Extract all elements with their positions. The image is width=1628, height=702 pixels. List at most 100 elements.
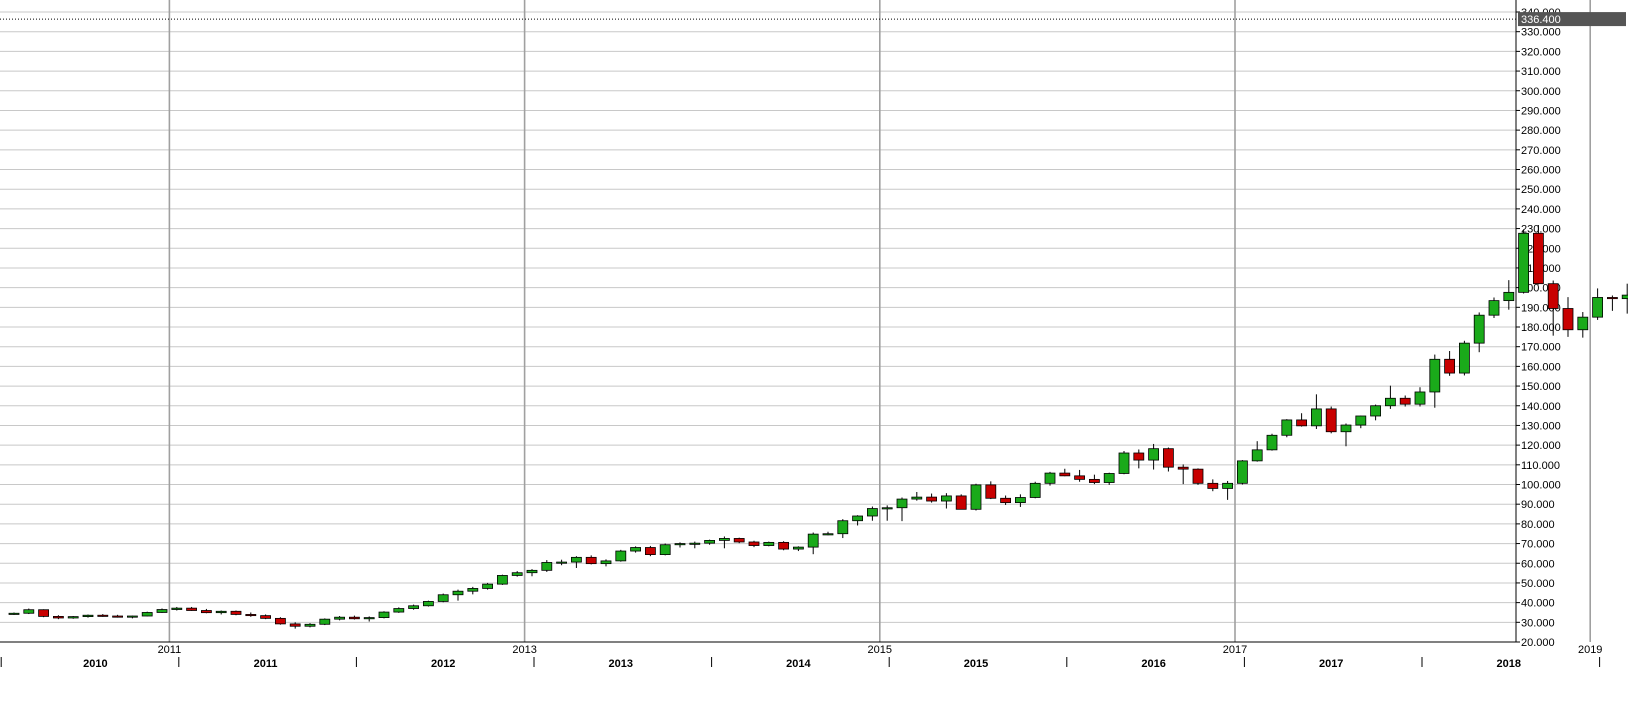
candle-body <box>171 607 183 610</box>
candle <box>230 610 242 616</box>
candle <box>274 617 286 625</box>
candle <box>127 615 138 619</box>
candle <box>1444 351 1455 376</box>
candle-body <box>127 615 138 618</box>
candle-body <box>393 608 405 613</box>
candle-body <box>156 609 168 613</box>
candle <box>822 531 834 536</box>
candle <box>363 616 375 622</box>
candle <box>807 532 819 555</box>
candle-body <box>1399 397 1411 405</box>
candle <box>571 556 582 568</box>
candle-body <box>881 507 893 510</box>
candle <box>437 593 449 603</box>
candle <box>1133 449 1145 469</box>
candle <box>289 622 301 629</box>
candle-body <box>334 616 346 620</box>
candle <box>1044 471 1056 486</box>
candle-body <box>1385 397 1396 407</box>
candle <box>53 615 64 620</box>
horizontal-gridlines <box>0 11 1516 643</box>
candle-body <box>97 614 109 617</box>
candle <box>8 612 20 615</box>
x-bold-year-label: 2017 <box>1319 658 1343 670</box>
candle-body <box>348 616 360 620</box>
x-bold-year-label: 2015 <box>964 658 988 670</box>
x-bold-year-label: 2010 <box>83 658 107 670</box>
candle-body <box>615 550 627 562</box>
candle-body <box>985 484 997 499</box>
candle-body <box>53 616 64 619</box>
candle-body <box>1192 468 1204 484</box>
candle <box>1177 464 1189 485</box>
candle-body <box>556 561 567 564</box>
candle-body <box>1237 460 1248 484</box>
candle <box>1118 451 1130 475</box>
candle <box>1414 387 1426 407</box>
candle-body <box>1518 232 1529 293</box>
y-tick-label: 30.000 <box>1521 617 1555 629</box>
candle-body <box>1533 232 1544 285</box>
candle-body <box>645 547 656 555</box>
candle <box>896 497 908 522</box>
candle <box>1029 481 1041 499</box>
candle <box>852 515 863 526</box>
candle <box>1518 229 1529 294</box>
candle <box>659 543 671 556</box>
candle <box>1163 447 1174 472</box>
candle <box>334 616 346 621</box>
candle <box>941 493 952 509</box>
y-tick-label: 230.000 <box>1521 224 1561 236</box>
candle-body <box>437 594 449 602</box>
candle <box>1266 433 1278 451</box>
candle-body <box>719 538 730 541</box>
x-bold-year-label: 2016 <box>1141 658 1165 670</box>
candle <box>1207 479 1219 492</box>
candle <box>1547 280 1559 336</box>
candle-body <box>1074 475 1085 480</box>
x-bold-year-label: 2012 <box>431 658 455 670</box>
y-tick-label: 80.000 <box>1521 519 1555 531</box>
candle-body <box>1266 434 1278 451</box>
candle-body <box>748 541 760 546</box>
y-tick-label: 180.000 <box>1521 322 1561 334</box>
candle-body <box>1621 294 1628 300</box>
vertical-gridlines <box>168 0 1591 642</box>
y-tick-label: 250.000 <box>1521 184 1561 196</box>
candle-body <box>408 605 420 609</box>
candle-body <box>659 544 671 555</box>
candle-body <box>511 572 523 576</box>
candle <box>748 540 760 548</box>
candle <box>733 537 745 544</box>
candle-body <box>896 498 908 509</box>
candle-body <box>245 614 257 617</box>
y-tick-label: 310.000 <box>1521 66 1561 78</box>
x-bold-year-label: 2014 <box>786 658 811 670</box>
candle <box>1251 441 1263 462</box>
candle <box>585 555 597 565</box>
candle-body <box>452 590 464 596</box>
candle <box>186 606 198 611</box>
y-axis-ticks: 20.000 30.000 40.000 50.000 60.000 70.000 80.0… <box>1516 7 1561 649</box>
y-tick-label: 140.000 <box>1521 401 1561 413</box>
candle <box>1607 295 1618 311</box>
candle <box>1311 394 1322 429</box>
candle-body <box>822 533 834 536</box>
candle <box>1074 469 1085 482</box>
candle <box>1325 406 1337 434</box>
candle-body <box>1311 408 1322 427</box>
candle-body <box>689 542 701 545</box>
y-tick-label: 150.000 <box>1521 381 1561 393</box>
candle-body <box>363 617 375 620</box>
candle-body <box>1029 482 1041 498</box>
candle <box>1000 495 1011 505</box>
x-axis-ticks: 2011 2013 2015 2017 2019 2010 2011 2012 2013 2014… <box>0 644 1602 670</box>
candle-body <box>837 520 849 535</box>
candle <box>970 483 982 511</box>
candle <box>1059 468 1071 477</box>
candle <box>1237 460 1248 485</box>
candle-body <box>1000 497 1011 504</box>
candle <box>319 618 331 626</box>
y-tick-label: 50.000 <box>1521 578 1555 590</box>
